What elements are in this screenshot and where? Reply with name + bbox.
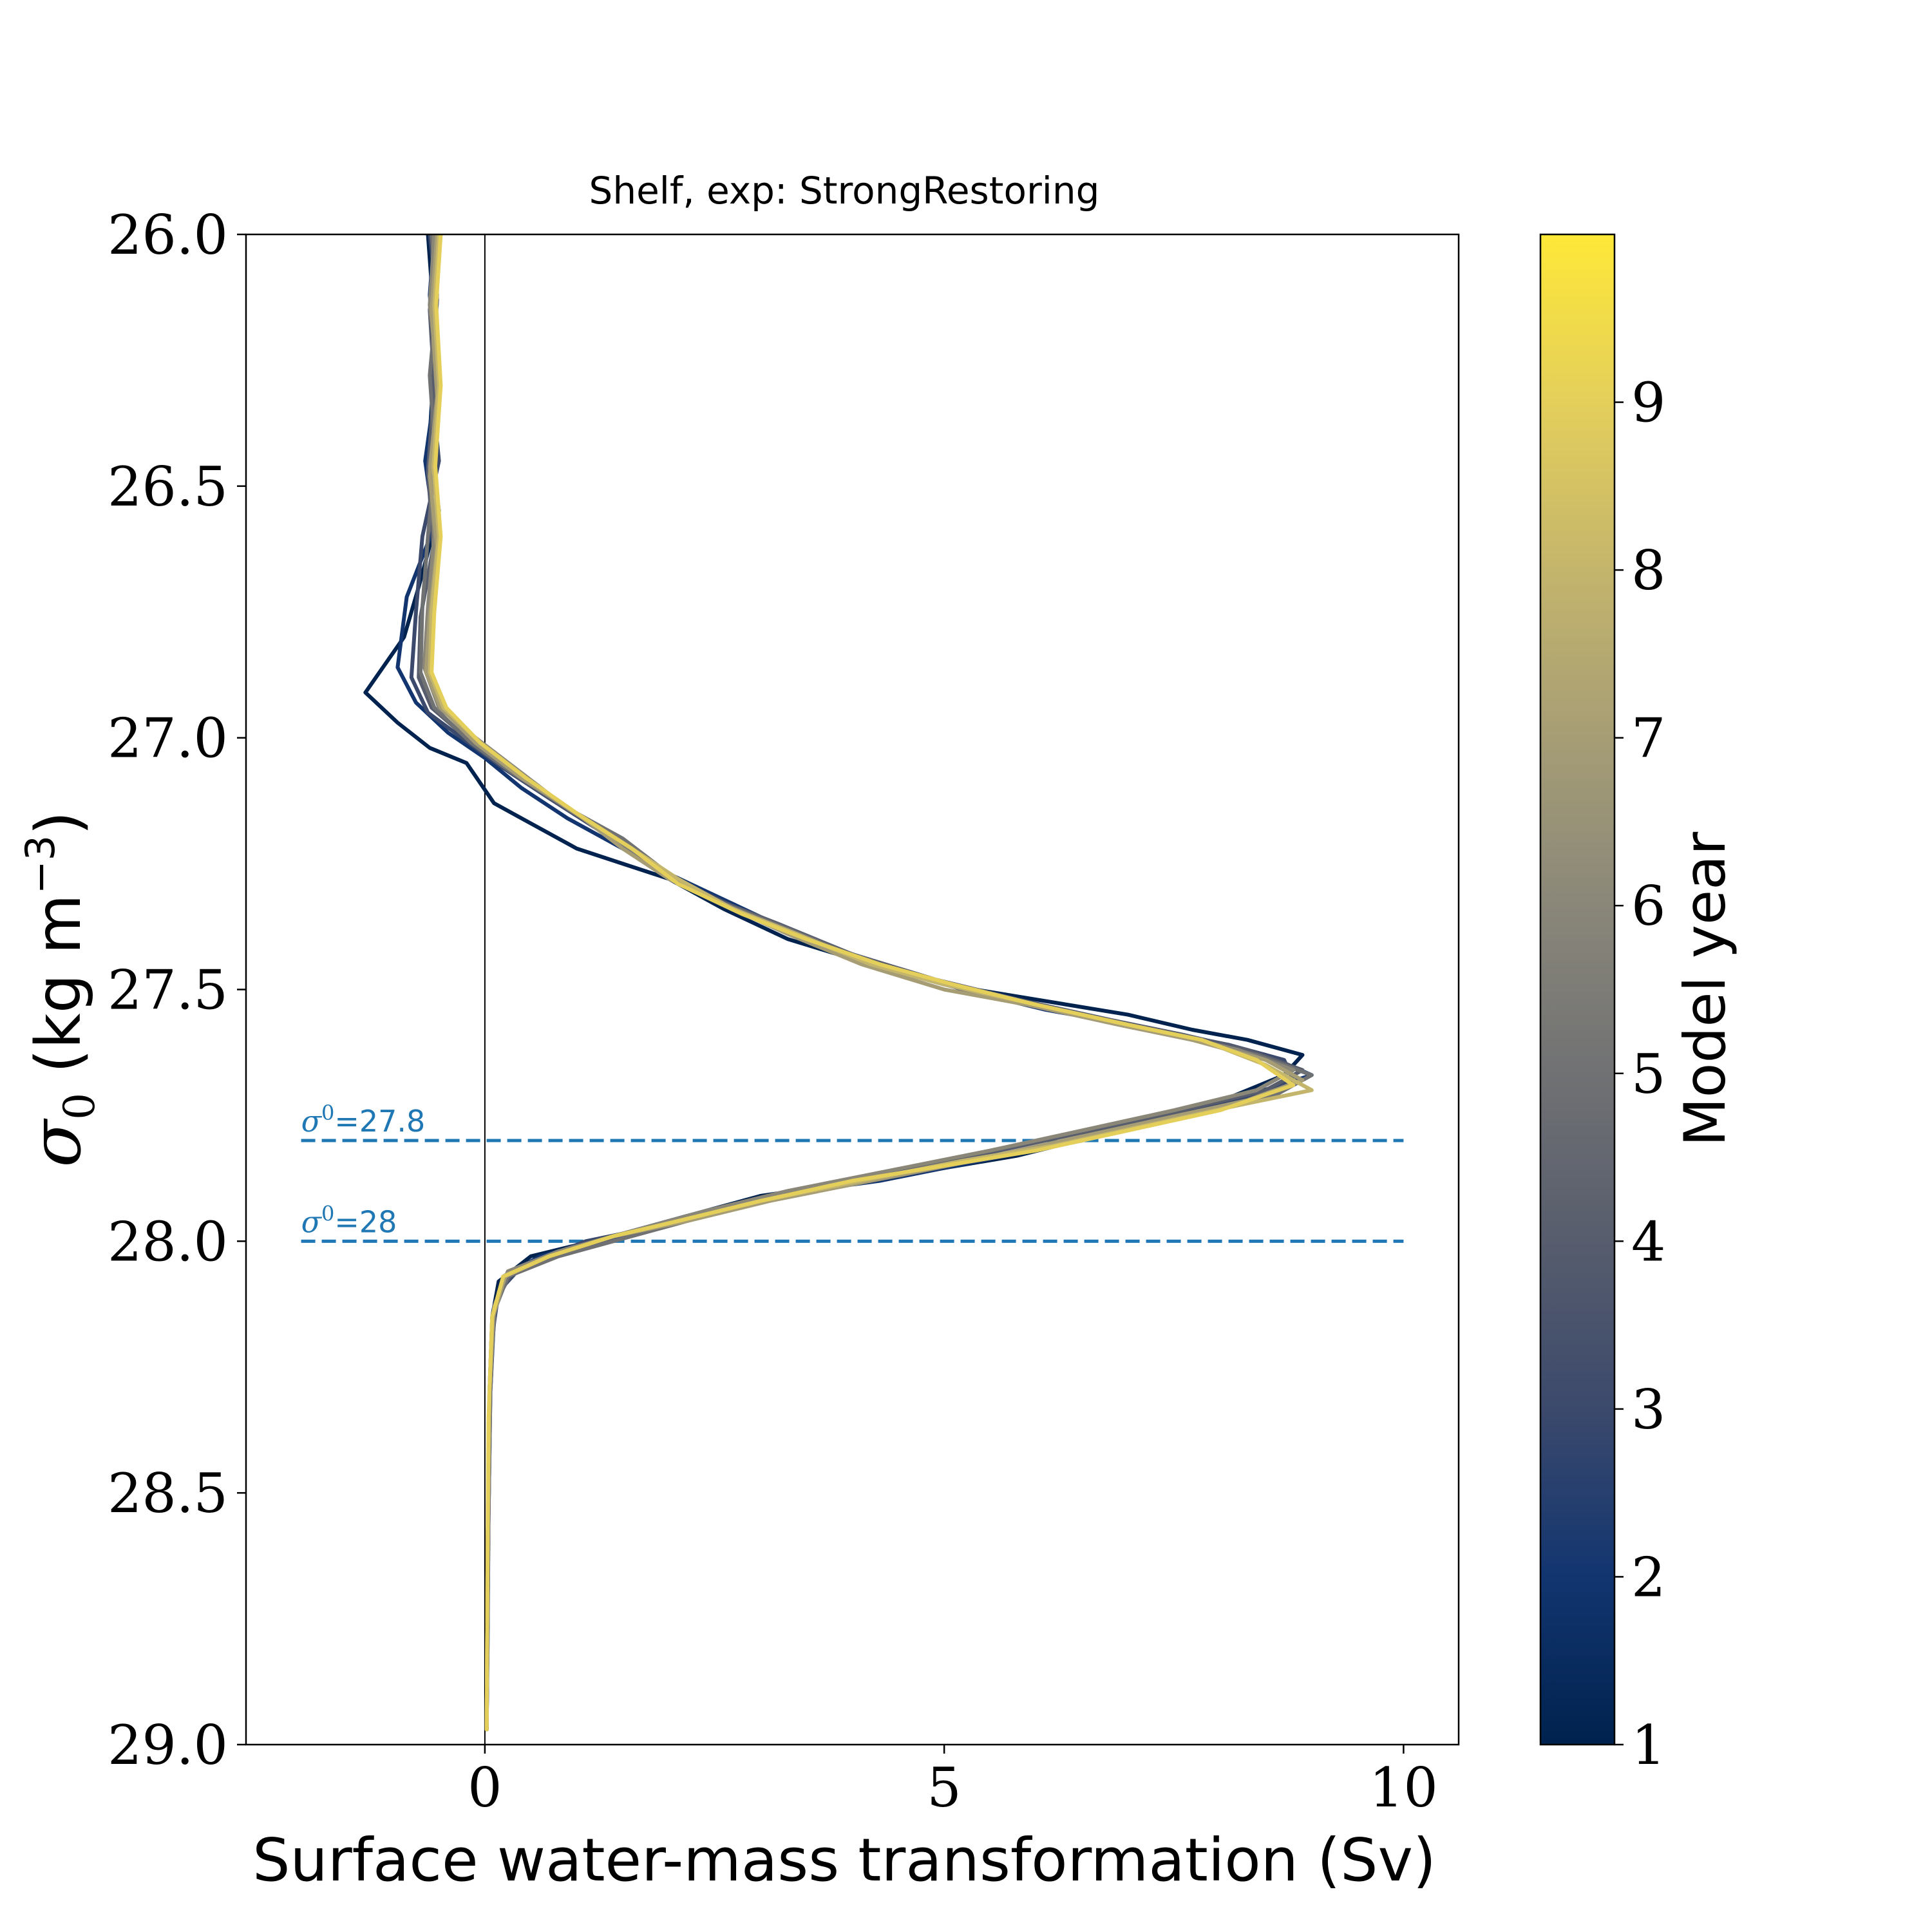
y-tick-label: 28.0 — [108, 1210, 228, 1273]
colorbar-tick-label: 3 — [1631, 1378, 1665, 1441]
series-line-year-4 — [417, 234, 1305, 1732]
series-line-year-1 — [363, 234, 1305, 1732]
colorbar-tick-label: 8 — [1631, 539, 1665, 602]
y-tick-label: 28.5 — [108, 1462, 228, 1525]
colorbar-tick-label: 6 — [1631, 875, 1665, 938]
x-tick-label: 5 — [927, 1756, 961, 1819]
colorbar-tick-label: 2 — [1631, 1546, 1665, 1609]
reference-line-label: σ0=28 — [301, 1201, 397, 1239]
series-group — [363, 234, 1314, 1732]
colorbar-tick-label: 7 — [1631, 707, 1665, 770]
series-line-year-3 — [409, 234, 1296, 1732]
y-axis-label: σ0 (kg m−3) — [16, 811, 104, 1167]
y-tick-label: 26.0 — [108, 204, 228, 267]
plot-area: σ0=27.8 σ0=28 — [245, 233, 1460, 1746]
reference-line-label: σ0=27.8 — [301, 1101, 426, 1139]
y-tick-label: 29.0 — [108, 1714, 228, 1777]
colorbar-label: Model year — [1672, 831, 1738, 1146]
x-tick-label: 10 — [1369, 1756, 1438, 1819]
x-axis-label: Surface water-mass transformation (Sv) — [252, 1826, 1436, 1895]
y-tick-label: 27.0 — [108, 707, 228, 770]
colorbar-tick-label: 1 — [1631, 1714, 1665, 1777]
colorbar-gradient — [1539, 233, 1616, 1746]
y-tick-label: 26.5 — [108, 455, 228, 518]
series-line-year-6 — [422, 234, 1296, 1732]
x-axis: 0 5 10 — [468, 1745, 1438, 1819]
series-line-year-5 — [419, 234, 1314, 1732]
colorbar-tick-label: 5 — [1631, 1043, 1665, 1106]
series-line-year-9 — [430, 234, 1296, 1732]
series-line-year-2 — [395, 234, 1314, 1732]
chart-title: Shelf, exp: StrongRestoring — [589, 169, 1100, 213]
y-tick-label: 27.5 — [108, 959, 228, 1022]
series-line-year-7 — [424, 234, 1305, 1732]
series-line-year-8 — [428, 234, 1314, 1732]
colorbar: 1 2 3 4 5 6 7 8 9 Model year — [1539, 233, 1738, 1777]
x-tick-label: 0 — [468, 1756, 502, 1819]
colorbar-tick-label: 4 — [1631, 1210, 1665, 1273]
colorbar-tick-label: 9 — [1631, 372, 1665, 435]
y-axis: 26.0 26.5 27.0 27.5 28.0 28.5 29.0 — [108, 204, 246, 1777]
y-axis-label-text: σ0 (kg m−3) — [16, 811, 104, 1167]
